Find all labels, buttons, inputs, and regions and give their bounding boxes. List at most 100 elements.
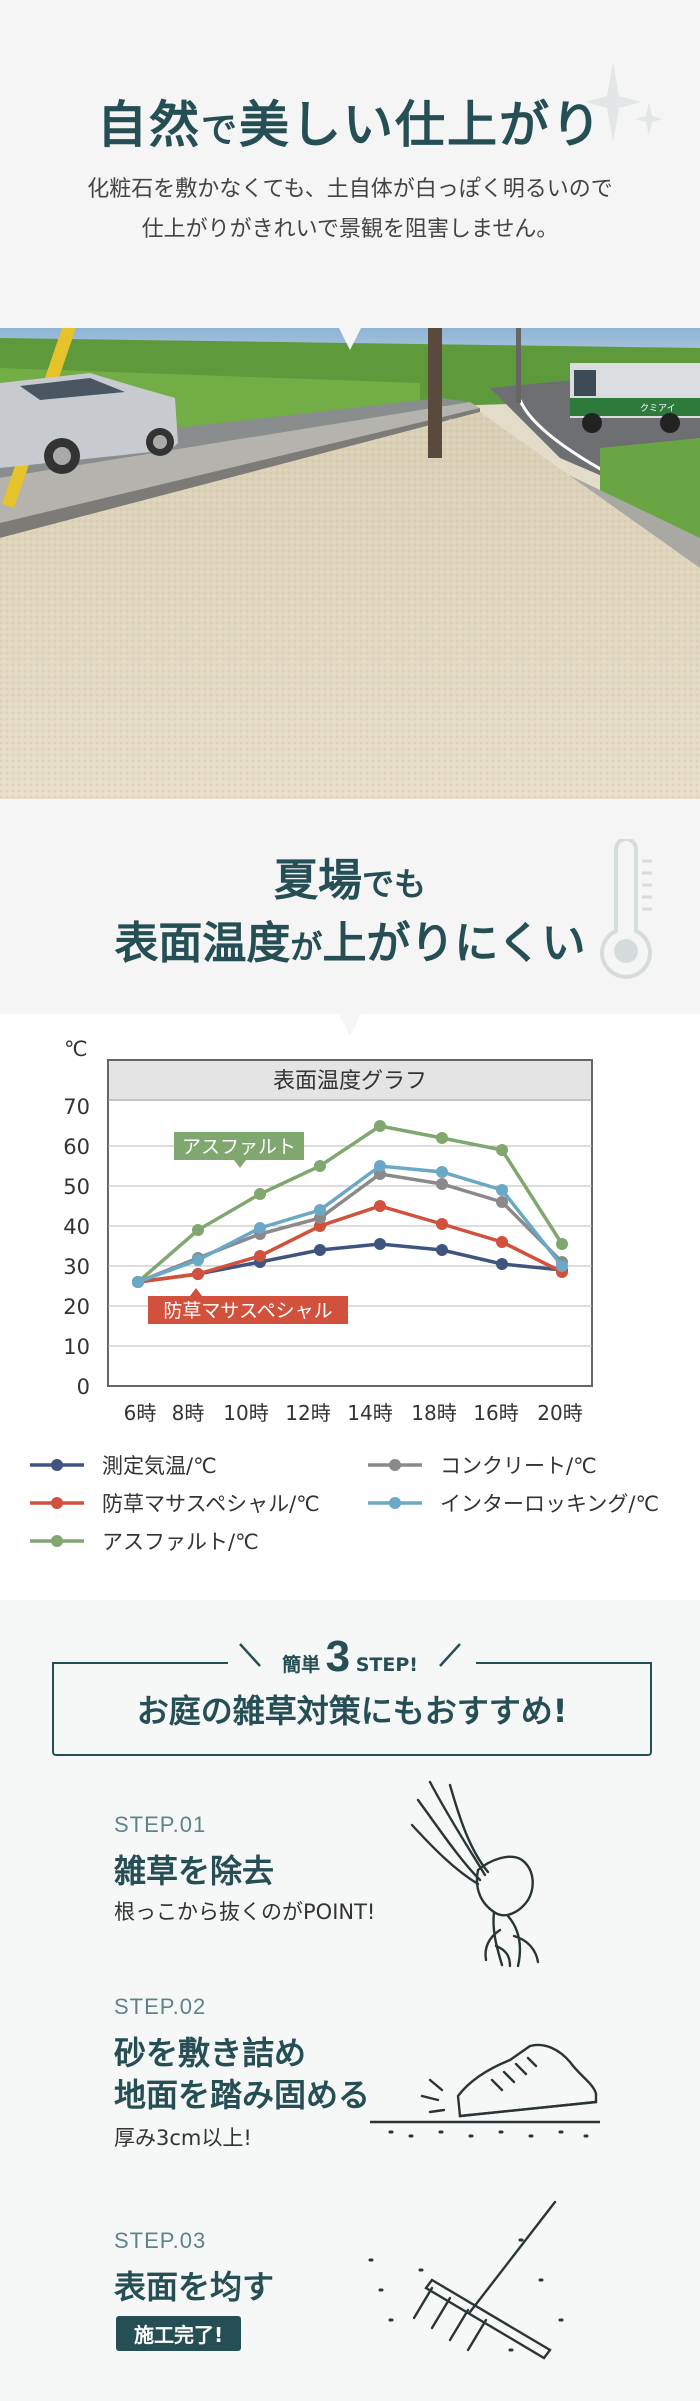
legend-swatch-icon <box>30 1497 84 1509</box>
series-point <box>496 1258 508 1270</box>
chart-title: 表面温度グラフ <box>273 1069 427 1094</box>
series-line <box>136 1124 564 1284</box>
step-title: 雑草を除去 <box>114 1852 275 1890</box>
series-point <box>374 1120 386 1132</box>
series-point <box>192 1268 204 1280</box>
hero-title: 自然で美しい仕上がり <box>0 85 700 157</box>
y-tick-label: 40 <box>63 1215 90 1239</box>
series-point <box>132 1276 144 1288</box>
rake-icon <box>368 2200 564 2360</box>
temperature-title: 夏場でも 表面温度が上がりにくい <box>0 851 700 977</box>
slash-right-icon <box>439 1643 461 1667</box>
chart-section: 表面温度グラフ 0 10 20 30 40 50 60 70 ℃ 6時 8時 10時 12時 14時 18時 1… <box>0 1014 700 1600</box>
series-point <box>436 1218 448 1230</box>
step-title: 砂を敷き詰め 地面を踏み固める <box>114 2032 370 2116</box>
annotation-box <box>174 1132 304 1160</box>
series-point <box>192 1254 204 1266</box>
legend-swatch-icon <box>30 1535 84 1547</box>
series-point <box>496 1144 508 1156</box>
y-tick-label: 10 <box>63 1335 90 1359</box>
x-tick-label: 14時 <box>347 1401 392 1425</box>
legend-label: アスファルト/℃ <box>102 1530 259 1554</box>
series-point <box>436 1244 448 1256</box>
temperature-title-part: でも <box>361 865 426 903</box>
legend-item: アスファルト/℃ <box>30 1526 259 1556</box>
hero-title-part: 自然 <box>96 96 201 154</box>
annotation-box <box>148 1296 348 1324</box>
step-number: STEP.02 <box>114 1994 207 2019</box>
box-line <box>52 1662 228 1664</box>
series-point <box>374 1238 386 1250</box>
series-point <box>374 1200 386 1212</box>
photo-notch <box>339 328 361 350</box>
steps-title-box <box>52 1662 652 1756</box>
x-tick-label: 10時 <box>223 1401 268 1425</box>
temperature-title-part: 夏場 <box>273 855 362 906</box>
step-title: 表面を均す <box>114 2268 275 2306</box>
y-tick-label: 20 <box>63 1295 90 1319</box>
legend-item: 測定気温/℃ <box>30 1450 217 1480</box>
series-point <box>436 1166 448 1178</box>
annotation-pointer <box>190 1288 202 1296</box>
legend-swatch-icon <box>368 1459 422 1471</box>
legend-swatch-icon <box>30 1459 84 1471</box>
truck-text: クミアイ <box>640 403 676 414</box>
shoe-icon <box>370 2043 600 2138</box>
series-point <box>496 1236 508 1248</box>
x-tick-label: 20時 <box>537 1401 582 1425</box>
x-tick-label: 6時 <box>124 1401 157 1425</box>
legend-label: コンクリート/℃ <box>440 1454 597 1478</box>
steps-head-label: 簡単 <box>282 1654 321 1676</box>
weed-icon <box>410 1780 540 1968</box>
chart-title-band <box>109 1061 591 1099</box>
temperature-title-line2: 表面温度が上がりにくい <box>0 914 700 977</box>
hero-lead: 化粧石を敷かなくても、土自体が白っぽく明るいので 仕上がりがきれいで景観を阻害し… <box>0 170 700 250</box>
steps-title: お庭の雑草対策にもおすすめ! <box>136 1692 568 1730</box>
series-line <box>137 1204 563 1284</box>
temperature-title-part: 上がりにくい <box>322 918 586 969</box>
temperature-title-line1: 夏場でも <box>0 851 700 914</box>
hero-title-part: 美しい仕上がり <box>239 96 603 154</box>
x-tick-label: 8時 <box>172 1401 205 1425</box>
hero-title-part: で <box>200 110 239 151</box>
series-point <box>556 1238 568 1250</box>
step-sub: 厚み3cm以上! <box>114 2126 252 2150</box>
series-point <box>192 1224 204 1236</box>
road-photo-image: クミアイ <box>0 328 700 799</box>
series-point <box>496 1196 508 1208</box>
series-line <box>137 1164 564 1284</box>
series-point <box>314 1244 326 1256</box>
series-point <box>496 1184 508 1196</box>
hero-lead-line: 化粧石を敷かなくても、土自体が白っぽく明るいので <box>87 177 613 202</box>
legend-item: コンクリート/℃ <box>368 1450 597 1480</box>
legend-item: インターロッキング/℃ <box>368 1488 659 1518</box>
legend-label: 測定気温/℃ <box>102 1454 217 1478</box>
y-tick-label: 30 <box>63 1255 90 1279</box>
series-point <box>254 1222 266 1234</box>
y-tick-label: 0 <box>77 1375 90 1399</box>
temperature-chart: 表面温度グラフ 0 10 20 30 40 50 60 70 ℃ 6時 8時 10時 12時 14時 18時 1… <box>63 1037 593 1425</box>
legend-item: 防草マサスペシャル/℃ <box>30 1488 320 1518</box>
hero-section: 自然で美しい仕上がり 化粧石を敷かなくても、土自体が白っぽく明るいので 仕上がり… <box>0 0 700 328</box>
series-point <box>374 1160 386 1172</box>
annotation-label: アスファルト <box>182 1136 296 1158</box>
section-notch <box>339 1014 361 1036</box>
road-photo: クミアイ <box>0 328 700 799</box>
box-line <box>476 1662 652 1664</box>
step-number: STEP.03 <box>114 2228 207 2253</box>
series-point <box>436 1132 448 1144</box>
step-number: STEP.01 <box>114 1812 207 1837</box>
series-point <box>436 1178 448 1190</box>
annotation-label: 防草マサスペシャル <box>163 1300 332 1322</box>
step-title-line: 砂を敷き詰め <box>114 2034 307 2072</box>
annotation-pointer <box>234 1160 246 1168</box>
y-axis-unit: ℃ <box>64 1037 88 1061</box>
x-tick-label: 12時 <box>285 1401 330 1425</box>
steps-head-number: 3 <box>325 1632 351 1681</box>
temperature-title-part: 表面温度 <box>114 918 291 969</box>
legend-label: インターロッキング/℃ <box>440 1492 660 1516</box>
step-complete-badge: 施工完了! <box>116 2316 242 2351</box>
series-point <box>254 1188 266 1200</box>
series-point <box>314 1204 326 1216</box>
step-title-line: 地面を踏み固める <box>114 2076 371 2114</box>
